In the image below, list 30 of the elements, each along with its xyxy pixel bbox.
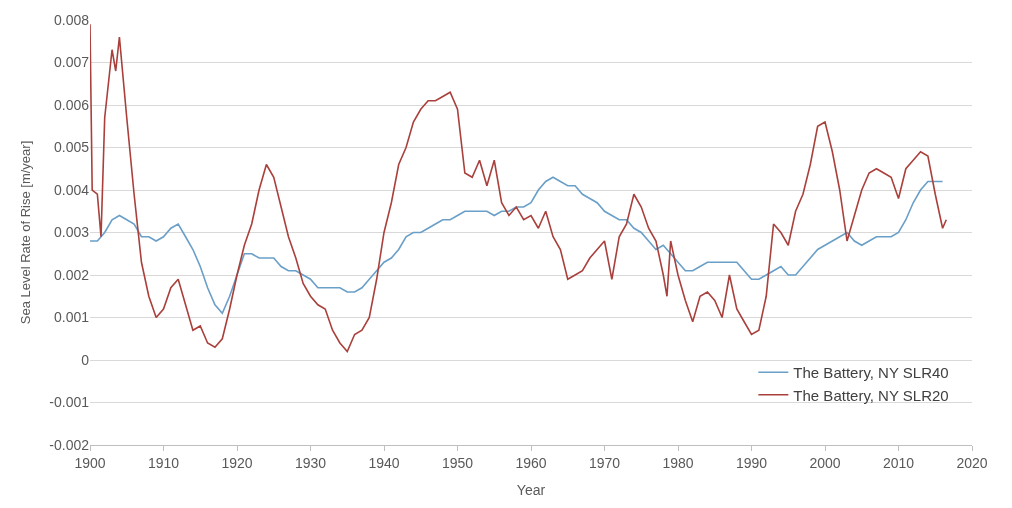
x-tick-label: 1970 [588,454,621,471]
y-tick-label: 0.003 [53,224,90,241]
y-tick-label: 0 [81,351,90,368]
x-tick-label: 1950 [441,454,474,471]
x-tick-label: 1960 [515,454,547,471]
x-tick-label: 1990 [735,454,768,471]
y-tick-label: 0.007 [53,54,90,71]
x-axis-title: Year [516,482,546,499]
legend-label: The Battery, NY SLR20 [793,386,949,404]
y-tick-label: 0.006 [53,96,90,113]
y-tick-label: -0.002 [49,436,90,453]
x-tick-label: 1900 [74,454,106,471]
x-tick-label: 2010 [882,454,915,471]
x-tick-label: 1930 [294,454,327,471]
y-tick-label: -0.001 [49,394,90,411]
x-tick-label: 2020 [956,454,988,471]
y-axis-title: Sea Level Rate of Rise [m/year] [18,140,34,325]
x-tick-label: 1910 [147,454,180,471]
x-tick-label: 2000 [809,454,841,471]
y-tick-label: 0.005 [53,139,90,156]
y-tick-label: 0.004 [53,181,90,198]
x-tick-label: 1920 [221,454,253,471]
y-tick-label: 0.001 [53,309,90,326]
line-series [90,23,948,353]
legend-label: The Battery, NY SLR40 [793,364,949,382]
y-tick-label: 0.002 [53,266,90,283]
line-series [90,176,944,315]
y-tick-label: 0.008 [53,11,90,28]
x-tick-label: 1980 [662,454,694,471]
x-tick-label: 1940 [368,454,400,471]
